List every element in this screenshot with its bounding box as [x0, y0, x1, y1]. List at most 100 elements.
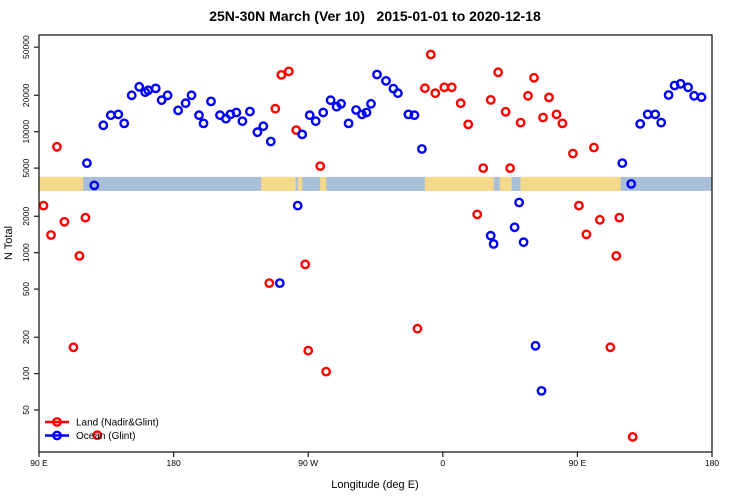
data-point-land [303, 345, 314, 356]
data-point-ocean [642, 109, 653, 120]
data-point-ocean [186, 90, 197, 101]
data-point-land [446, 82, 457, 93]
map-band-land-segment [520, 176, 621, 191]
y-tick-label: 10000 [21, 120, 31, 144]
data-point-ocean [683, 82, 693, 93]
data-point-land [611, 250, 622, 261]
data-point-ocean [626, 178, 637, 189]
data-point-land [425, 49, 436, 60]
data-point-ocean [119, 118, 130, 129]
data-point-land [485, 95, 496, 105]
data-point-land [529, 72, 539, 83]
data-point-ocean [656, 117, 667, 128]
data-point-ocean [180, 98, 191, 109]
data-point-land [627, 431, 638, 442]
legend-ocean-marker [52, 430, 62, 441]
data-point-land [283, 66, 294, 77]
data-point-ocean [381, 76, 391, 86]
data-points [38, 49, 707, 442]
data-point-land [439, 82, 450, 93]
data-point-land [538, 112, 548, 123]
data-point-ocean [310, 116, 321, 127]
data-point-land [589, 142, 599, 153]
map-band-land-segment [39, 176, 84, 191]
data-point-ocean [336, 98, 346, 109]
data-point-land [551, 109, 562, 120]
data-point-land [581, 229, 592, 240]
y-tick-label: 200 [21, 330, 31, 344]
data-point-land [493, 67, 503, 78]
map-band-land-segment [499, 176, 512, 191]
data-point-ocean [292, 200, 303, 211]
data-point-land [605, 342, 616, 353]
data-point-ocean [173, 105, 184, 116]
x-tick-label: 0 [440, 458, 445, 468]
y-tick-label: 50 [21, 405, 31, 415]
x-tick-label: 180 [167, 458, 181, 468]
data-point-ocean [361, 107, 372, 118]
y-tick-label: 100 [21, 366, 31, 380]
data-point-land [544, 92, 554, 103]
data-point-ocean [536, 385, 547, 396]
data-point-ocean [416, 144, 427, 154]
data-point-ocean [617, 158, 628, 169]
data-point-land [568, 148, 578, 159]
data-point-land [300, 259, 311, 270]
y-tick-label: 50000 [21, 35, 31, 59]
data-point-ocean [265, 136, 276, 147]
data-point-ocean [530, 340, 541, 351]
data-point-ocean [206, 96, 216, 107]
map-band-land-segment [320, 176, 327, 191]
data-point-land [74, 250, 85, 261]
data-point-ocean [297, 129, 308, 140]
data-point-ocean [696, 92, 707, 103]
map-band [39, 176, 712, 191]
data-point-land [270, 103, 281, 114]
data-point-ocean [258, 121, 269, 132]
data-point-ocean [82, 158, 92, 169]
legend-land-marker [52, 417, 62, 427]
data-point-ocean [231, 107, 242, 118]
legend: Land (Nadir&Glint) Ocean (Glint) [45, 417, 159, 442]
y-tick-label: 20000 [21, 83, 31, 107]
data-point-ocean [134, 81, 145, 92]
data-point-ocean [351, 105, 361, 115]
data-point-land [80, 212, 91, 223]
data-point-ocean [194, 110, 204, 121]
data-point-ocean [318, 107, 329, 118]
data-point-land [68, 342, 79, 353]
data-point-ocean [126, 90, 137, 101]
data-point-land [614, 212, 625, 223]
data-point-ocean [488, 239, 499, 249]
x-axis-label: Longitude (deg E) [331, 479, 418, 491]
y-axis-label: N Total [3, 226, 15, 260]
data-point-ocean [325, 95, 336, 106]
data-point-ocean [98, 120, 109, 131]
data-point-ocean [89, 180, 100, 191]
legend-ocean-label: Ocean (Glint) [76, 431, 135, 442]
data-point-ocean [663, 90, 674, 100]
data-point-ocean [304, 110, 315, 121]
data-point-ocean [635, 119, 646, 129]
data-point-ocean [366, 98, 376, 109]
x-tick-label: 90 W [298, 458, 318, 468]
x-tick-label: 90 E [569, 458, 587, 468]
data-point-ocean [514, 197, 524, 208]
data-point-ocean [689, 90, 699, 101]
data-point-ocean [252, 127, 263, 138]
data-point-ocean [237, 116, 248, 127]
data-point-ocean [518, 237, 529, 248]
data-point-land [478, 163, 489, 174]
data-point-land [315, 161, 326, 172]
data-point-land [92, 430, 103, 441]
data-point-land [505, 163, 515, 174]
data-point-land [412, 323, 423, 334]
data-point-ocean [650, 109, 661, 120]
chart-title: 25N-30N March (Ver 10) 2015-01-01 to 202… [209, 8, 541, 24]
x-tick-label: 180 [705, 458, 719, 468]
data-point-land [500, 106, 511, 117]
map-band-land-segment [424, 176, 494, 191]
data-point-land [264, 278, 275, 288]
data-point-land [523, 90, 533, 101]
